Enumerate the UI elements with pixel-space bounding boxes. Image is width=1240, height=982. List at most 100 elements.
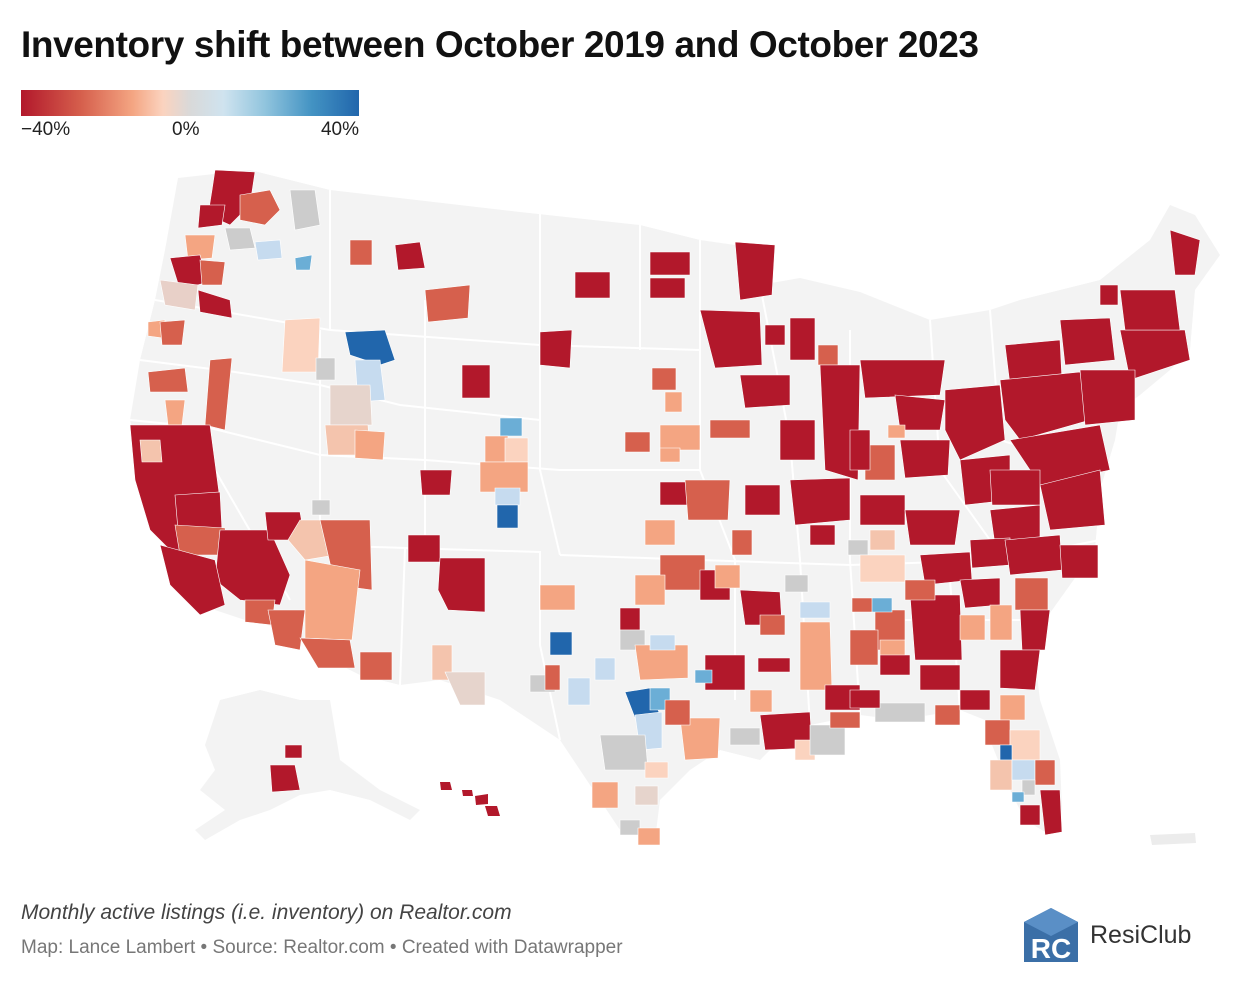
metro-region <box>744 484 781 516</box>
hawaii-islands <box>440 782 500 816</box>
metro-region <box>147 367 189 393</box>
metro-region <box>289 189 321 231</box>
metro-region <box>729 727 761 746</box>
metro-region <box>164 399 186 426</box>
metro-region <box>659 447 681 463</box>
metro-region <box>749 689 773 713</box>
metro-region <box>494 487 521 506</box>
metro-region <box>549 631 573 656</box>
metro-region <box>267 609 306 651</box>
metro-region <box>659 424 701 451</box>
metro-region <box>1011 791 1025 803</box>
metro-region <box>644 519 676 546</box>
metro-region <box>634 574 666 606</box>
metro-region <box>731 529 753 556</box>
metro-region <box>644 761 669 779</box>
metro-region <box>799 621 833 691</box>
metro-region <box>1011 759 1036 781</box>
metro-region <box>847 539 869 556</box>
metro-region <box>694 669 713 684</box>
metro-region <box>859 359 946 399</box>
metro-region <box>764 324 786 346</box>
metro-region <box>859 554 906 583</box>
metro-region <box>539 329 573 369</box>
metro-region <box>1019 609 1051 651</box>
map-credit: Map: Lance Lambert • Source: Realtor.com… <box>21 937 623 958</box>
metro-region <box>1099 284 1119 306</box>
metro-region <box>809 724 846 756</box>
metro-region <box>679 717 721 761</box>
metro-region <box>1034 759 1056 786</box>
metro-region <box>759 614 786 636</box>
metro-region <box>1169 229 1201 276</box>
metro-region <box>1059 317 1116 366</box>
legend-max-label: 40% <box>320 119 359 140</box>
metro-region <box>984 719 1011 746</box>
metro-region <box>817 344 839 366</box>
metro-region <box>354 429 386 461</box>
metro-region <box>1019 804 1041 826</box>
metro-region <box>634 785 659 806</box>
metro-region <box>899 439 951 479</box>
metro-region <box>799 601 831 619</box>
metro-region <box>1059 544 1099 579</box>
metro-region <box>959 577 1001 609</box>
metro-region <box>809 524 836 546</box>
metro-region <box>1039 469 1106 531</box>
resiclub-brand: RC ResiClub <box>1022 906 1191 964</box>
metro-region <box>659 554 706 591</box>
metro-region <box>894 394 946 431</box>
metro-region <box>879 654 911 676</box>
metro-region <box>254 239 283 261</box>
metro-region <box>281 317 321 373</box>
metro-region <box>594 657 616 681</box>
metro-region <box>637 827 661 846</box>
alaska-metro-anchorage <box>269 764 301 793</box>
metro-region <box>909 594 963 661</box>
metro-region <box>599 734 649 771</box>
metro-region <box>311 499 331 516</box>
metro-region <box>159 544 226 616</box>
metro-region <box>294 254 313 271</box>
metro-region <box>419 469 453 496</box>
metro-region <box>504 437 529 463</box>
metro-region <box>779 419 816 461</box>
metro-region <box>849 689 881 709</box>
us-metro-map <box>129 169 1220 846</box>
metro-region <box>394 241 426 271</box>
color-legend: −40% 0% 40% <box>21 90 361 140</box>
metro-region <box>424 284 471 323</box>
metro-region <box>479 461 529 493</box>
metro-region <box>664 391 683 413</box>
metro-region <box>1014 577 1049 611</box>
legend-mid-label: 0% <box>172 119 200 140</box>
metro-region <box>437 557 486 613</box>
metro-region <box>407 534 441 563</box>
metro-region <box>734 241 776 301</box>
metro-region <box>344 329 396 366</box>
metro-region <box>709 419 751 439</box>
metro-region <box>999 744 1013 761</box>
metro-region <box>567 677 591 706</box>
metro-region <box>944 384 1006 461</box>
metro-region <box>699 309 763 369</box>
metro-region <box>649 277 686 299</box>
page-title: Inventory shift between October 2019 and… <box>21 24 979 65</box>
metro-region <box>989 469 1041 506</box>
metro-region <box>789 317 816 361</box>
metro-region <box>664 699 691 726</box>
metro-region <box>159 279 199 311</box>
metro-region <box>444 671 486 706</box>
metro-region <box>789 477 851 526</box>
metro-region <box>239 189 281 226</box>
metro-region <box>999 694 1026 721</box>
metro-region <box>684 479 731 521</box>
metro-region <box>869 597 893 613</box>
metro-region <box>591 781 619 809</box>
metro-region <box>484 435 509 463</box>
metro-region <box>934 704 961 726</box>
metro-region <box>349 239 373 266</box>
metro-region <box>329 384 373 426</box>
legend-labels: −40% 0% 40% <box>21 116 361 140</box>
metro-region <box>989 759 1013 791</box>
